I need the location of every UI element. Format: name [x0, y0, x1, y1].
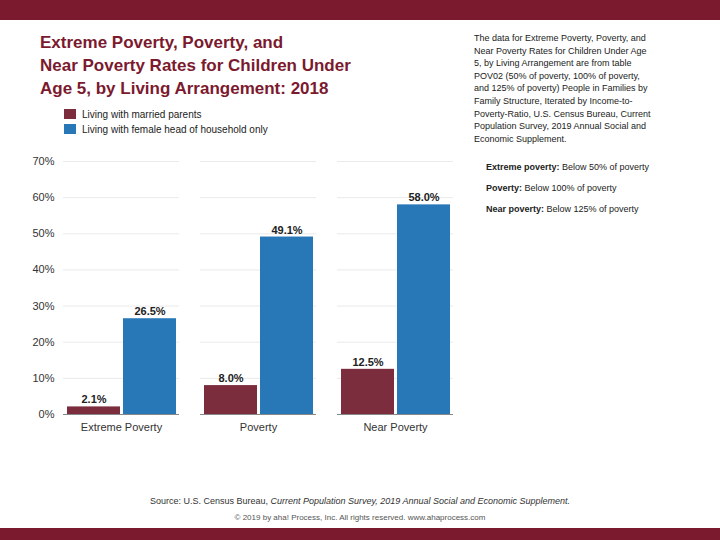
svg-text:70%: 70%: [32, 155, 54, 167]
svg-text:50%: 50%: [32, 227, 54, 239]
svg-text:30%: 30%: [32, 299, 54, 311]
html-text:Living with female head of hou: Living with female head of household onl…: [82, 123, 268, 135]
svg-text:Near Poverty: Near Poverty: [363, 421, 428, 433]
html-text:Living with married parents: Living with married parents: [82, 108, 202, 120]
html-text:Source: U.S. Census Bureau, Cu: Source: U.S. Census Bureau, Current Popu…: [149, 496, 571, 506]
svg-text:Extreme Poverty: Extreme Poverty: [81, 421, 163, 433]
svg-text:49.1%: 49.1%: [271, 223, 302, 235]
svg-text:Poverty: Poverty: [240, 421, 278, 433]
svg-text:58.0%: 58.0%: [408, 191, 439, 203]
html-text:Poverty: Below 100% of poverty: Poverty: Below 100% of poverty: [486, 182, 617, 193]
html-text:© 2019 by aha! Process, Inc. A: © 2019 by aha! Process, Inc. All rights …: [234, 513, 486, 522]
svg-text:60%: 60%: [32, 191, 54, 203]
svg-text:40%: 40%: [32, 263, 54, 275]
svg-text:26.5%: 26.5%: [134, 305, 165, 317]
svg-text:2.1%: 2.1%: [81, 393, 106, 405]
svg-text:0%: 0%: [39, 408, 55, 420]
svg-text:20%: 20%: [32, 336, 54, 348]
html-text:The data for Extreme Poverty,: The data for Extreme Poverty, Poverty, a…: [474, 33, 651, 144]
html-text:Near poverty: Below 125% of po: Near poverty: Below 125% of poverty: [486, 203, 639, 214]
svg-text:10%: 10%: [32, 372, 54, 384]
svg-text:12.5%: 12.5%: [352, 356, 383, 368]
html-text:Extreme poverty: Below 50% of: Extreme poverty: Below 50% of poverty: [486, 162, 650, 173]
svg-text:8.0%: 8.0%: [218, 372, 243, 384]
html-text:Extreme Poverty, Poverty, and: Extreme Poverty, Poverty, and Near Pover…: [40, 33, 351, 98]
